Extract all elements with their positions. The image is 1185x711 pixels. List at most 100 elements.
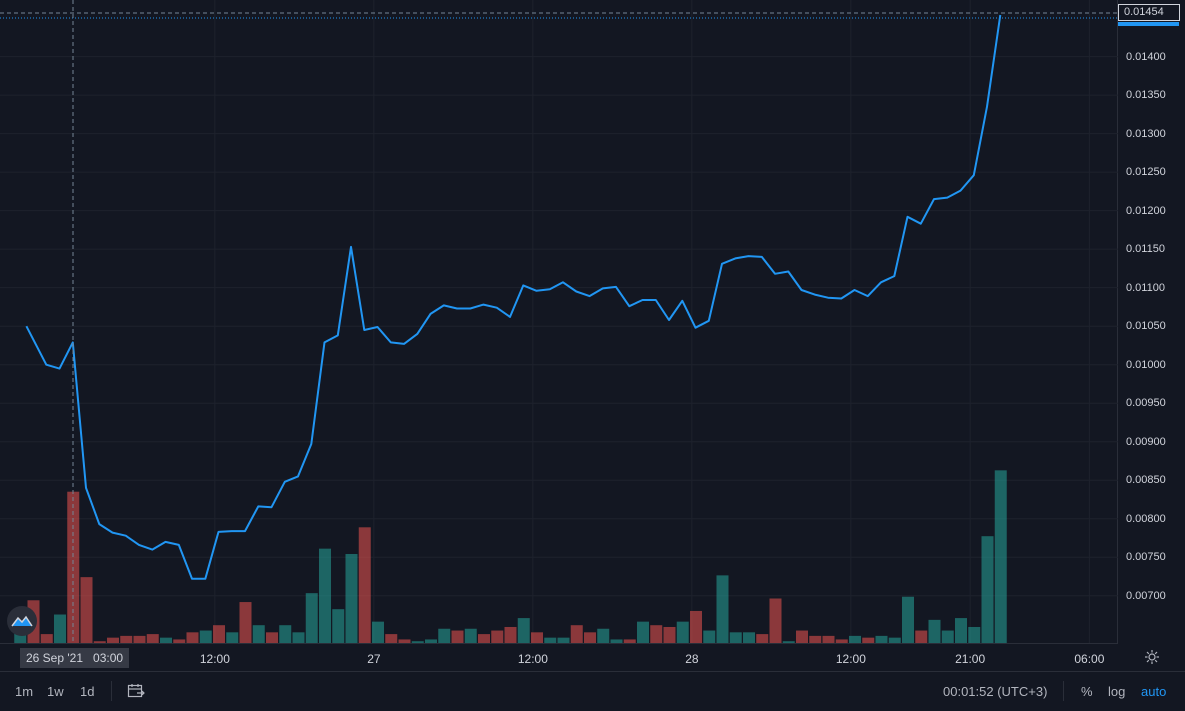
volume-bar	[173, 639, 186, 643]
chart-pane[interactable]	[0, 0, 1118, 643]
volume-bar	[160, 637, 172, 643]
percent-scale-toggle[interactable]: %	[1081, 684, 1093, 699]
price-tick-label: 0.01000	[1126, 358, 1166, 371]
volume-bar	[345, 554, 358, 643]
time-axis[interactable]: 26 Sep '21 03:00 12:00 27 12:00 28 12:00 21:00…	[0, 643, 1118, 671]
volume-bar	[332, 609, 345, 643]
volume-bar	[849, 635, 861, 643]
range-1m-button[interactable]: 1m	[15, 684, 34, 699]
range-1w-button[interactable]: 1w	[47, 684, 64, 699]
volume-bar	[716, 575, 729, 643]
volume-bar	[941, 630, 954, 643]
last-price-value: 0.01454	[1118, 4, 1180, 21]
time-tick-label: 28	[685, 652, 699, 666]
volume-bar	[557, 637, 570, 643]
volume-bar	[650, 625, 663, 643]
volume-bar	[862, 637, 875, 643]
volume-bar	[279, 625, 292, 643]
crosshair-date: 26 Sep '21	[26, 651, 84, 665]
volume-bar	[928, 619, 941, 643]
volume-bar	[584, 632, 596, 643]
price-tick-label: 0.01400	[1126, 50, 1166, 63]
volume-bar	[729, 632, 742, 643]
volume-bar	[544, 637, 557, 643]
price-tick-label: 0.01100	[1126, 281, 1165, 294]
volume-bar	[968, 626, 981, 643]
last-price-label: 0.01454	[1118, 4, 1185, 26]
price-tick-label: 0.00700	[1126, 589, 1166, 602]
volume-bar	[809, 635, 822, 643]
volume-bar	[372, 621, 384, 643]
volume-bar	[517, 618, 530, 643]
price-tick-label: 0.00850	[1126, 474, 1166, 487]
volume-bar	[875, 635, 888, 643]
gear-icon	[1144, 650, 1159, 664]
volume-bar	[80, 577, 93, 643]
crosshair-clock: 03:00	[93, 651, 124, 665]
time-tick-label: 12:00	[199, 652, 230, 666]
volume-bar	[597, 628, 610, 643]
price-tick-label: 0.01200	[1126, 204, 1166, 217]
volume-bar	[464, 628, 477, 643]
volume-bar	[478, 634, 490, 643]
volume-bar	[531, 632, 543, 643]
price-tick-label: 0.00800	[1126, 512, 1166, 525]
volume-bar	[570, 625, 583, 643]
volume-bar	[292, 632, 305, 643]
auto-scale-toggle[interactable]: auto	[1141, 684, 1167, 699]
volume-bar	[411, 641, 424, 643]
time-tick-label: 21:00	[955, 652, 986, 666]
volume-bars	[14, 470, 1007, 643]
volume-bar	[226, 632, 239, 643]
price-tick-label: 0.01150	[1126, 243, 1165, 256]
price-axis[interactable]: 0.01400 0.01350 0.01300 0.01250 0.01200 0.011…	[1118, 0, 1185, 643]
volume-bar	[54, 614, 66, 643]
last-price-marker	[1118, 22, 1179, 26]
toolbar-divider	[1063, 681, 1064, 701]
volume-bar	[186, 632, 199, 643]
volume-bar	[663, 626, 676, 643]
volume-bar	[213, 625, 225, 643]
volume-bar	[822, 635, 835, 643]
crosshair	[0, 0, 1118, 643]
volume-bar	[358, 527, 371, 643]
volume-bar	[769, 598, 782, 643]
volume-bar	[252, 625, 265, 643]
range-1d-button[interactable]: 1d	[80, 684, 95, 699]
volume-bar	[319, 548, 331, 643]
price-tick-label: 0.01050	[1126, 320, 1166, 333]
log-scale-toggle[interactable]: log	[1108, 684, 1126, 699]
chart-settings-button[interactable]	[1118, 643, 1185, 671]
volume-bar	[782, 641, 795, 643]
volume-bar	[40, 634, 53, 643]
volume-bar	[451, 630, 464, 643]
volume-bar	[981, 536, 994, 643]
price-chart-svg[interactable]	[0, 0, 1118, 643]
volume-bar	[107, 637, 119, 643]
volume-bar	[120, 635, 133, 643]
volume-bar	[796, 630, 808, 643]
calendar-range-icon	[127, 684, 145, 698]
volume-bar	[703, 630, 716, 643]
volume-bar	[425, 639, 437, 643]
volume-bar	[610, 639, 623, 643]
price-tick-label: 0.01300	[1126, 127, 1166, 140]
volume-bar	[743, 632, 755, 643]
time-tick-label: 27	[367, 652, 381, 666]
volume-bar	[398, 639, 411, 643]
volume-bar	[690, 610, 702, 643]
volume-bar	[637, 621, 649, 643]
volume-bar	[504, 626, 517, 643]
crosshair-time-label: 26 Sep '21 03:00	[20, 648, 130, 668]
bottom-toolbar: 1m 1w 1d 00:01:52 (UTC+3) % log auto	[0, 671, 1185, 711]
volume-bar	[266, 632, 278, 643]
tradingview-logo-icon[interactable]	[7, 606, 37, 636]
volume-bar	[756, 634, 769, 643]
price-tick-label: 0.00750	[1126, 551, 1166, 564]
date-range-button[interactable]	[127, 683, 145, 702]
toolbar-divider	[111, 681, 112, 701]
clock-timezone[interactable]: 00:01:52 (UTC+3)	[943, 684, 1048, 699]
volume-bar	[676, 621, 689, 643]
volume-bar	[994, 470, 1007, 643]
volume-bar	[305, 593, 318, 643]
